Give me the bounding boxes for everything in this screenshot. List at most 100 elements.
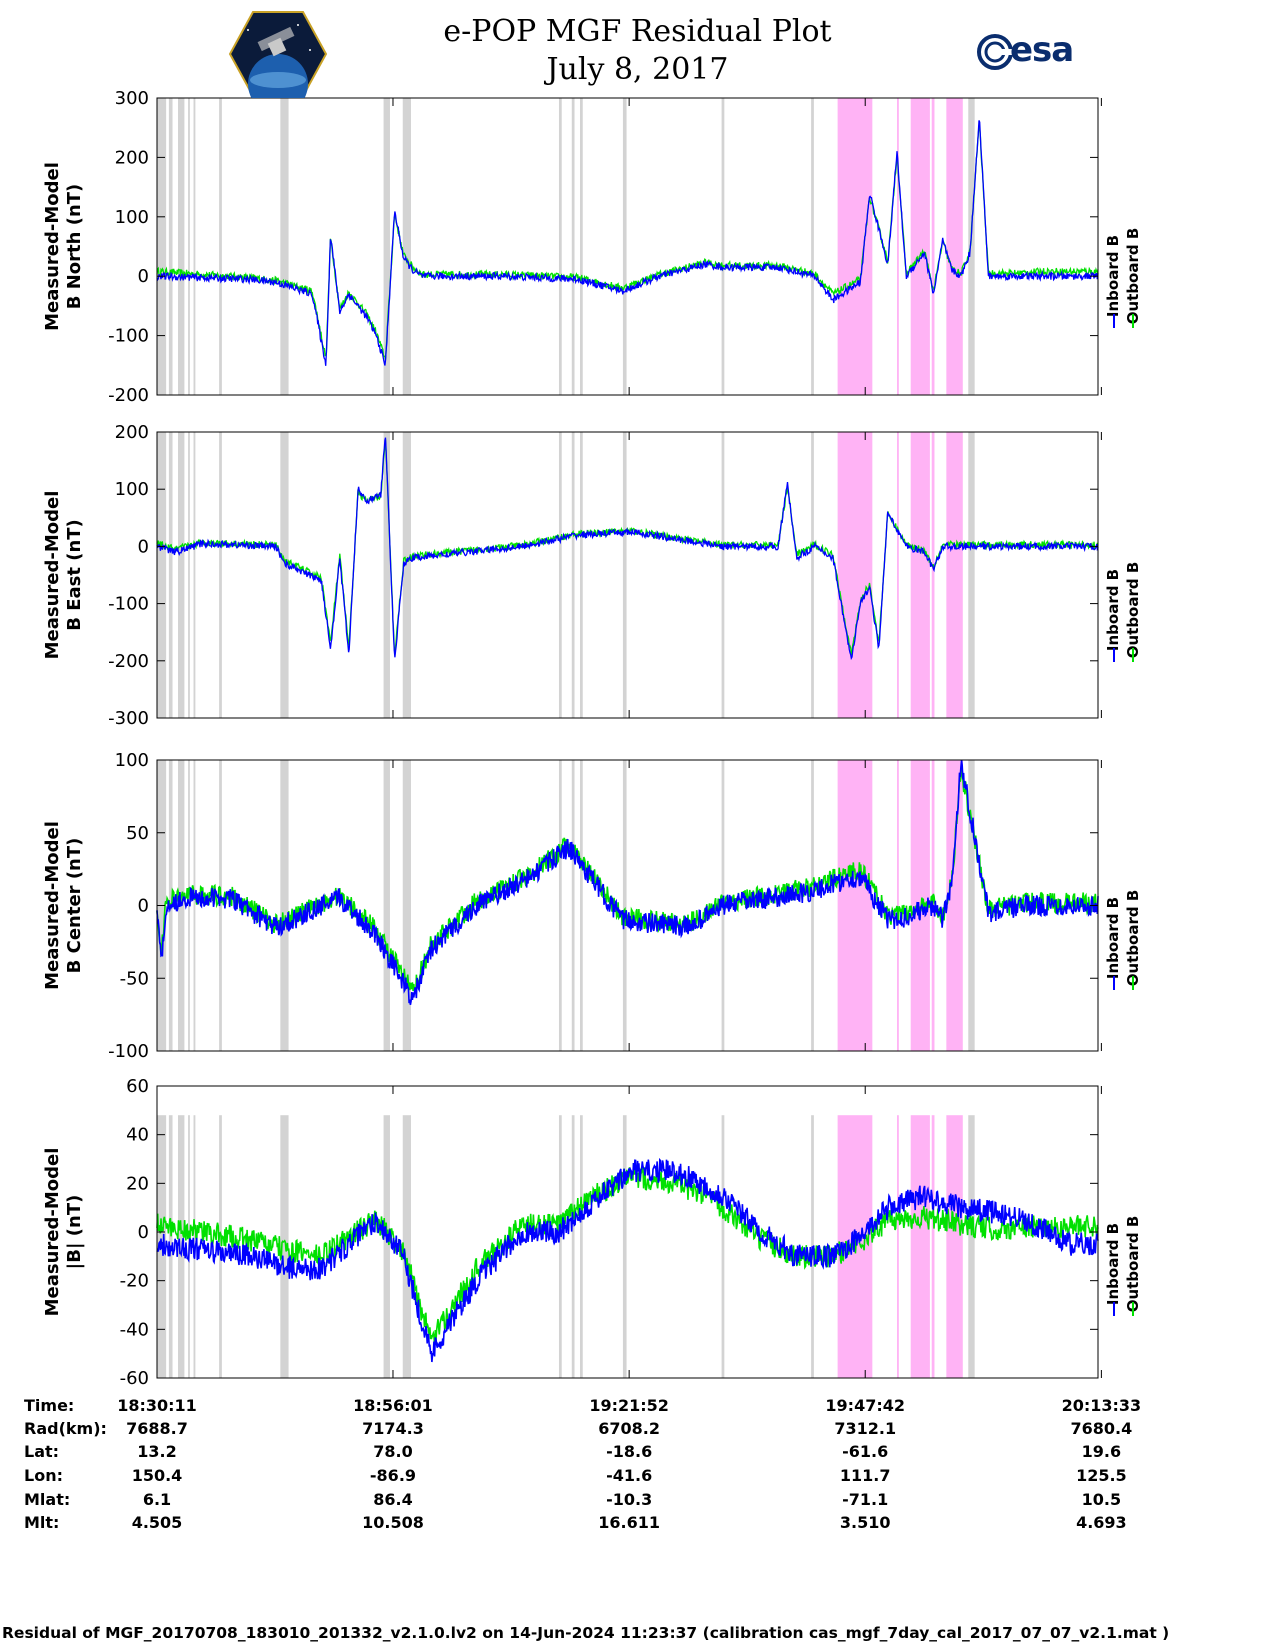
info-value: 125.5 [1076,1466,1127,1485]
y-axis-label-line1: Measured-Model [42,491,63,660]
panel-3: -100 -50 0 50 100 Measured-ModelB Center (nT)… [42,750,1142,1062]
panel-1: -200 -100 0 100 200 300 Measured-ModelB North … [42,88,1142,406]
info-value: 7680.4 [1070,1419,1133,1438]
y-tick-label: -100 [108,326,149,347]
series-inboard-b [156,437,1099,661]
chart-date: July 8, 2017 [546,52,729,87]
axes-frame [156,431,1099,719]
data-gap-band [721,432,725,718]
data-gap-band [178,98,185,395]
data-gap-band [280,98,289,395]
info-value: 4.505 [131,1513,183,1532]
info-row-label: Mlt: [24,1513,60,1532]
info-row-label: Lat: [24,1442,60,1461]
y-tick-label: 20 [126,1173,149,1194]
legend-outboard-label: Outboard B [1124,228,1142,325]
data-gap-band [622,1115,627,1378]
info-value: 19:21:52 [589,1396,669,1415]
highlight-band [910,432,930,718]
panel-2: -300 -200 -100 0 100 200 Measured-ModelB East … [42,422,1142,729]
data-gap-band [579,760,583,1051]
y-tick-label: -20 [120,1271,149,1292]
axes-frame [156,97,1099,396]
data-gap-band [571,432,575,718]
data-gap-band [383,760,390,1051]
data-gap-band [811,98,814,395]
highlight-band [897,432,899,718]
info-value: 86.4 [373,1490,413,1509]
info-row-label: Mlat: [24,1490,71,1509]
data-gap-band [811,432,814,718]
data-gap-band [622,432,627,718]
chart-title: e-POP MGF Residual Plot [443,14,832,49]
data-gap-band [402,1115,411,1378]
data-gap-band [157,98,167,395]
y-axis-label-line2: |B| (nT) [64,1195,85,1270]
data-gap-band [383,98,390,395]
legend-labels: Inboard B Outboard B [1104,1216,1142,1313]
data-gap-band [968,760,975,1051]
esa-logo [975,32,1095,72]
y-tick-label: 100 [115,750,149,771]
data-gap-band [579,432,583,718]
info-value: -10.3 [606,1490,653,1509]
legend-labels: Inboard B Outboard B [1104,228,1142,325]
y-axis-label: Measured-ModelB North (nT) [42,162,85,331]
data-gap-band [402,432,411,718]
series-outboard-b [156,1162,1099,1345]
esa-logo-text: esa [1010,30,1074,70]
info-value: 7688.7 [126,1419,188,1438]
y-axis-label: Measured-ModelB East (nT) [42,491,85,660]
info-value: 4.693 [1076,1513,1127,1532]
data-gap-band [622,98,627,395]
y-tick-label: 0 [138,266,149,287]
highlight-band [910,1115,930,1378]
data-gap-band [968,98,975,395]
footer-caption: Residual of MGF_20170708_183010_201332_v… [2,1624,1170,1642]
info-value: -86.9 [369,1466,417,1485]
data-gap-band [188,98,190,395]
info-value: 6708.2 [598,1419,661,1438]
y-tick-label: 60 [126,1076,149,1097]
highlight-band [897,98,899,395]
legend-inboard-label: Inboard B [1104,897,1122,979]
legend-outboard-label: Outboard B [1124,562,1142,659]
data-gap-band [280,432,289,718]
data-gap-band [280,760,289,1051]
y-axis-label: Measured-ModelB Center (nT) [42,821,85,990]
data-gap-band [193,98,196,395]
info-value: 20:13:33 [1061,1396,1142,1415]
series-inboard-b [156,1157,1099,1363]
data-gap-band [968,432,975,718]
y-tick-label: -40 [120,1319,149,1340]
y-tick-label: -200 [108,385,149,406]
y-tick-label: 100 [115,207,149,228]
y-tick-label: -100 [108,594,149,615]
data-gap-band [402,98,411,395]
info-value: 18:30:11 [117,1396,197,1415]
data-gap-band [193,760,196,1051]
info-value: 18:56:01 [353,1396,433,1415]
info-value: 10.508 [362,1513,424,1532]
highlight-band [837,98,873,395]
data-gap-band [721,98,725,395]
data-gap-band [219,98,222,395]
data-gap-band [402,760,411,1051]
y-tick-label: -100 [108,1041,149,1062]
legend-outboard-label: Outboard B [1124,1216,1142,1313]
y-axis-label-line2: B East (nT) [64,519,85,631]
data-gap-band [178,1115,185,1378]
series-inboard-b [156,120,1099,366]
y-tick-label: 200 [115,422,149,443]
info-value: 7174.3 [362,1419,424,1438]
data-gap-band [558,432,562,718]
legend-labels: Inboard B Outboard B [1104,890,1142,987]
data-gap-band [193,1115,196,1378]
legend-inboard-label: Inboard B [1104,1223,1122,1305]
legend-outboard-label: Outboard B [1124,890,1142,987]
data-gap-band [579,1115,583,1378]
info-value: -71.1 [842,1490,889,1509]
info-value: 111.7 [839,1466,891,1485]
info-row-label: Lon: [24,1466,63,1485]
data-gap-band [188,432,190,718]
